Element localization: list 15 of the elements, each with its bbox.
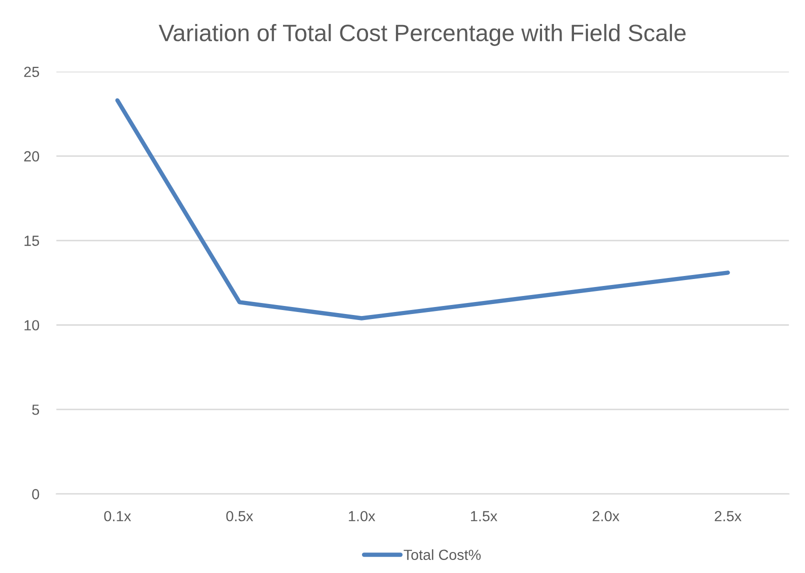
x-tick-label: 1.5x xyxy=(471,511,498,522)
x-tick-label: 0.1x xyxy=(104,510,132,522)
y-tick-label: 0 xyxy=(32,489,40,500)
y-tick-label: 20 xyxy=(24,151,40,162)
line-series xyxy=(115,98,730,320)
legend-label: Total Cost% xyxy=(404,549,481,560)
x-tick-label: 0.5x xyxy=(226,510,254,522)
chart-title: Variation of Total Cost Percentage with Field Scale xyxy=(158,24,686,46)
x-tick-label: 2.5x xyxy=(714,510,742,522)
x-tick-label: 2.0x xyxy=(592,510,620,522)
y-tick-label: 15 xyxy=(24,236,40,246)
x-tick-label: 1.0x xyxy=(348,510,376,522)
y-tick-label: 25 xyxy=(24,66,40,78)
y-tick-label: 5 xyxy=(32,404,40,415)
y-tick-label: 10 xyxy=(24,320,40,330)
